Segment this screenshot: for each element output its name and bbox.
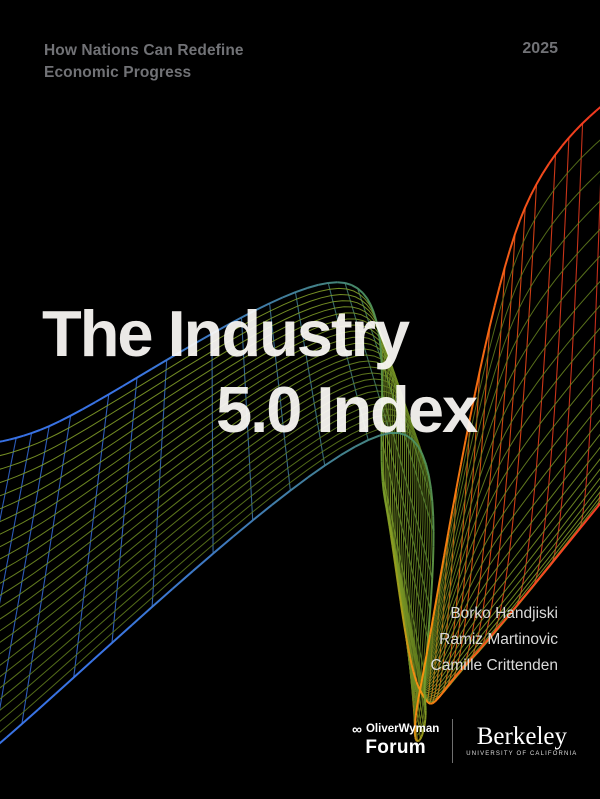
logo-divider: [452, 719, 454, 763]
logo-row: ∞ OliverWyman Forum Berkeley UNIVERSITY …: [352, 719, 577, 763]
berkeley-wordmark: Berkeley: [476, 723, 567, 750]
oliver-wyman-wordmark: OliverWyman: [365, 723, 440, 735]
berkeley-subtitle: UNIVERSITY OF CALIFORNIA: [466, 751, 578, 757]
year-label: 2025: [522, 40, 558, 57]
report-subtitle: How Nations Can Redefine Economic Progre…: [44, 40, 244, 83]
author-name: Ramiz Martinovic: [439, 631, 558, 648]
subtitle-line-2: Economic Progress: [44, 63, 192, 81]
forum-wordmark: Forum: [365, 737, 426, 758]
author-name: Borko Handjiski: [450, 605, 558, 622]
oliver-wyman-forum-logo: ∞ OliverWyman Forum: [352, 721, 440, 759]
subtitle-line-1: How Nations Can Redefine: [44, 42, 244, 59]
berkeley-logo: Berkeley UNIVERSITY OF CALIFORNIA: [466, 723, 578, 757]
author-name: Camille Crittenden: [430, 657, 559, 674]
title-line-2: 5.0 Index: [216, 373, 478, 446]
oliver-wyman-infinity-icon: ∞: [352, 721, 362, 737]
title-line-1: The Industry: [42, 297, 410, 370]
report-title: The Industry 5.0 Index: [42, 296, 478, 448]
author-list: Borko Handjiski Ramiz Martinovic Camille…: [431, 601, 559, 679]
